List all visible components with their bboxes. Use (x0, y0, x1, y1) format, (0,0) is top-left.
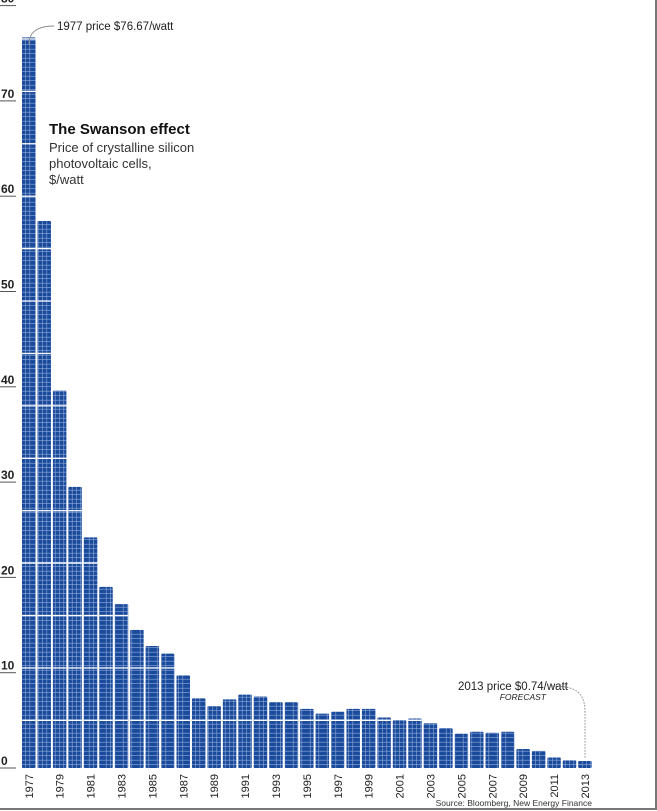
x-tick-label: 1989 (209, 774, 221, 798)
bar-1982 (99, 586, 113, 768)
chart-subtitle-line-3: $/watt (49, 172, 84, 187)
bar-1992 (253, 696, 268, 768)
x-tick-label: 1991 (240, 774, 252, 798)
bar-1984 (130, 629, 144, 768)
x-tick-label: 1999 (364, 774, 376, 798)
x-tick-label: 1993 (271, 774, 283, 798)
x-tick-label: 1997 (333, 774, 345, 798)
x-axis: 1977 1979 1981 1983 1985 1987 1989 1991 1993 1995… (24, 774, 592, 798)
y-tick-label: 80 (1, 0, 15, 6)
bar-2013 (578, 760, 592, 768)
y-axis: 0 10 20 30 40 50 60 70 80 (0, 0, 16, 769)
bar-1983 (114, 604, 129, 768)
bar-1989 (207, 706, 221, 768)
x-tick-label: 2011 (549, 774, 561, 798)
x-tick-label: 2003 (425, 774, 437, 798)
bar-1980 (68, 486, 82, 768)
bar-2012 (562, 760, 577, 768)
x-tick-label: 1981 (86, 774, 98, 798)
bar-1996 (315, 713, 330, 768)
bar-2000 (377, 717, 391, 768)
y-tick-label: 40 (1, 373, 15, 387)
bar-1990 (222, 699, 237, 768)
x-tick-label: 1979 (55, 774, 67, 798)
bar-1977 (22, 37, 36, 768)
y-tick-label: 20 (1, 563, 15, 577)
y-tick-label: 70 (1, 87, 15, 101)
bar-1999 (361, 708, 376, 768)
last-annotation-leader (551, 685, 586, 758)
y-tick-label: 0 (1, 754, 8, 768)
bar-2007 (485, 732, 499, 768)
bar-1978 (37, 220, 51, 768)
bar-1985 (145, 646, 160, 768)
x-tick-label: 2005 (456, 774, 468, 798)
first-annotation-leader (28, 25, 55, 45)
bar-1994 (284, 702, 299, 768)
bar-1993 (269, 702, 283, 768)
bar-1991 (238, 694, 252, 768)
x-tick-label: 1983 (116, 774, 128, 798)
bar-1988 (191, 698, 206, 768)
chart-subtitle-line-2: photovoltaic cells, (49, 156, 152, 171)
bar-2003 (423, 723, 438, 768)
bar-2010 (531, 750, 546, 768)
bar-2005 (454, 733, 469, 768)
first-price-annotation: 1977 price $76.67/watt (57, 21, 174, 33)
chart-title: The Swanson effect (49, 121, 190, 138)
bar-2008 (500, 731, 515, 768)
chart-subtitle-line-1: Price of crystalline silicon (49, 140, 194, 155)
x-tick-label: 1995 (302, 774, 314, 798)
last-price-annotation: 2013 price $0.74/watt (458, 681, 569, 693)
bar-1979 (52, 390, 67, 768)
x-tick-label: 1985 (147, 774, 159, 798)
bar-2004 (439, 727, 453, 768)
x-tick-label: 2007 (487, 774, 499, 798)
y-tick-label: 60 (1, 182, 15, 196)
forecast-label: FORECAST (500, 692, 547, 702)
y-tick-label: 50 (1, 278, 15, 292)
bar-2006 (470, 731, 484, 768)
x-tick-label: 1987 (178, 774, 190, 798)
x-tick-label: 2009 (518, 774, 530, 798)
y-tick-label: 30 (1, 468, 15, 482)
bar-1987 (176, 675, 190, 768)
bar-2002 (408, 718, 422, 768)
bar-2011 (547, 757, 561, 768)
bar-1981 (83, 537, 98, 768)
bar-1998 (346, 708, 360, 768)
y-tick-label: 10 (1, 659, 15, 673)
bar-2001 (392, 720, 407, 768)
bar-2009 (516, 748, 530, 768)
bar-1986 (161, 653, 175, 768)
x-tick-label: 1977 (24, 774, 36, 798)
bar-1995 (300, 708, 314, 768)
source-note: Source: Bloomberg, New Energy Finance (436, 798, 593, 808)
x-tick-label: 2013 (580, 774, 592, 798)
bars (22, 37, 592, 768)
x-tick-label: 2001 (395, 774, 407, 798)
title-block: The Swanson effect Price of crystalline … (49, 121, 194, 187)
bar-1997 (331, 711, 345, 768)
